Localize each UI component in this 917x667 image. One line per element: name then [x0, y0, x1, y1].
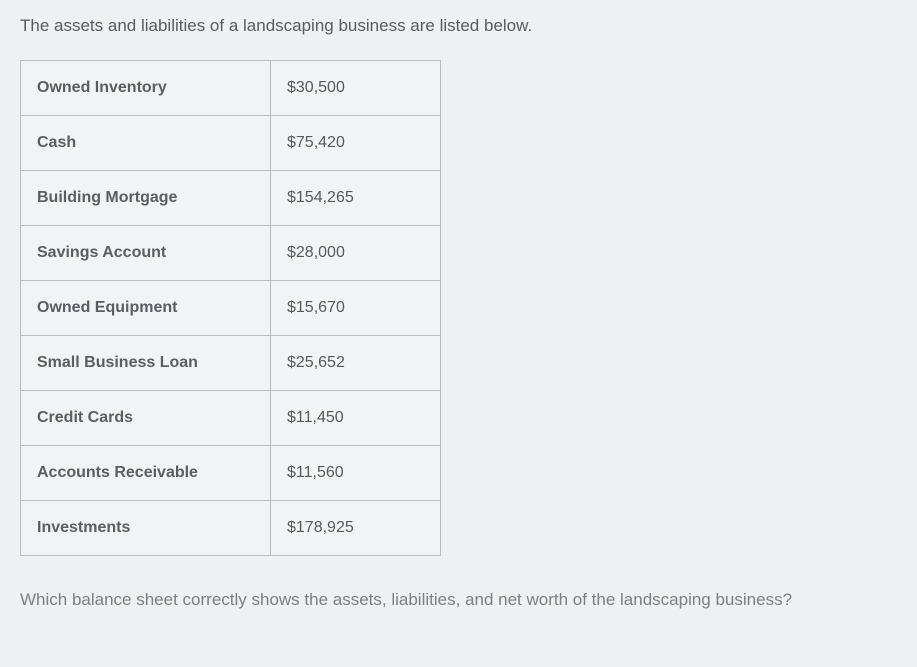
row-value: $154,265 — [271, 171, 441, 226]
row-value: $30,500 — [271, 61, 441, 116]
row-label: Accounts Receivable — [21, 446, 271, 501]
intro-text: The assets and liabilities of a landscap… — [20, 16, 897, 36]
table-row: Small Business Loan $25,652 — [21, 336, 441, 391]
row-label: Building Mortgage — [21, 171, 271, 226]
row-label: Cash — [21, 116, 271, 171]
row-value: $28,000 — [271, 226, 441, 281]
row-label: Investments — [21, 501, 271, 556]
assets-liabilities-table: Owned Inventory $30,500 Cash $75,420 Bui… — [20, 60, 441, 556]
table-row: Owned Inventory $30,500 — [21, 61, 441, 116]
row-value: $178,925 — [271, 501, 441, 556]
table-row: Credit Cards $11,450 — [21, 391, 441, 446]
row-label: Small Business Loan — [21, 336, 271, 391]
row-label: Credit Cards — [21, 391, 271, 446]
row-value: $11,560 — [271, 446, 441, 501]
row-label: Owned Equipment — [21, 281, 271, 336]
row-value: $15,670 — [271, 281, 441, 336]
row-label: Savings Account — [21, 226, 271, 281]
table-row: Building Mortgage $154,265 — [21, 171, 441, 226]
footer-question: Which balance sheet correctly shows the … — [20, 590, 897, 610]
table-row: Investments $178,925 — [21, 501, 441, 556]
table-row: Cash $75,420 — [21, 116, 441, 171]
table-row: Savings Account $28,000 — [21, 226, 441, 281]
row-value: $11,450 — [271, 391, 441, 446]
table-row: Owned Equipment $15,670 — [21, 281, 441, 336]
row-value: $75,420 — [271, 116, 441, 171]
table-row: Accounts Receivable $11,560 — [21, 446, 441, 501]
row-value: $25,652 — [271, 336, 441, 391]
row-label: Owned Inventory — [21, 61, 271, 116]
